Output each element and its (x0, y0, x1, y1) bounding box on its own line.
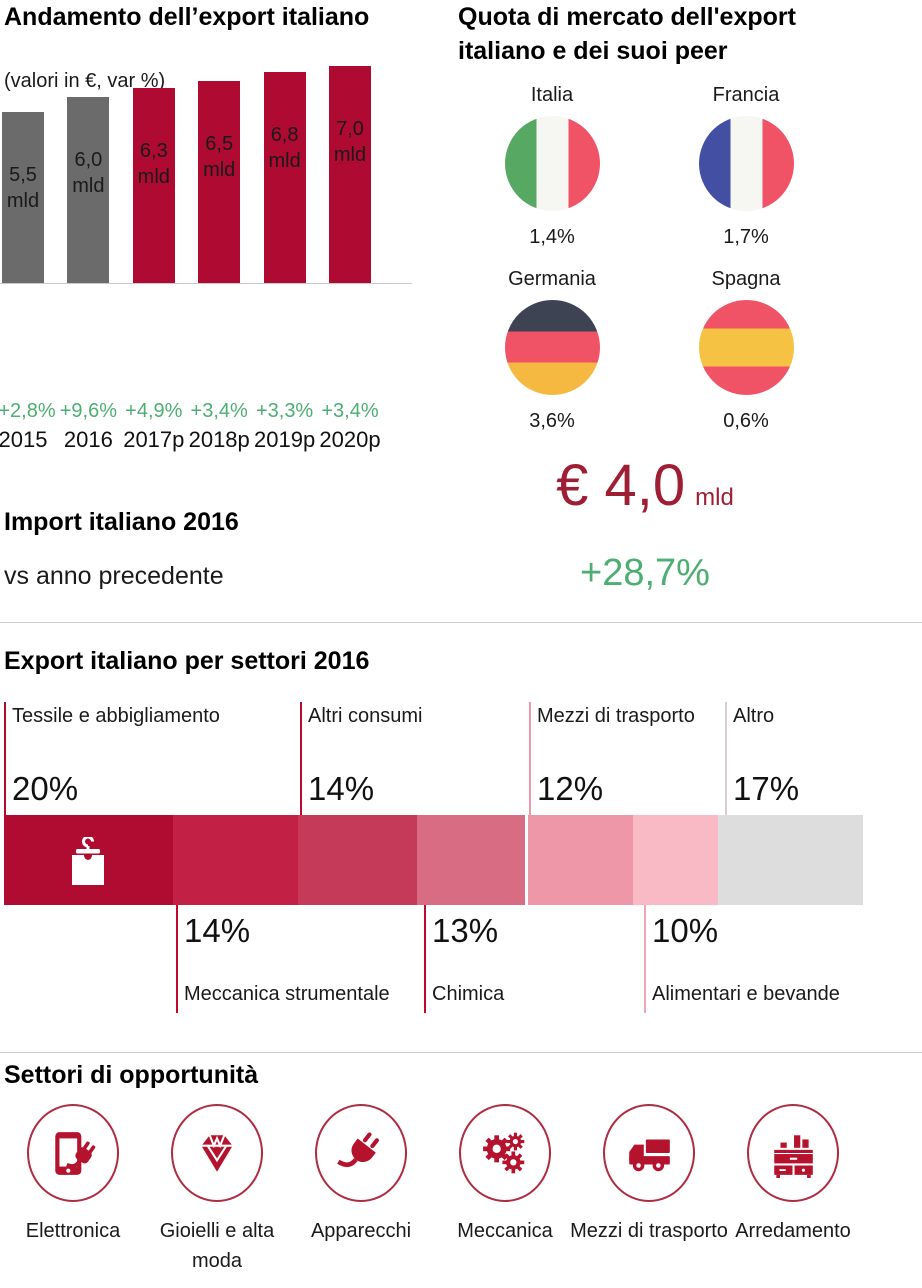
smartphone-icon (55, 1132, 96, 1175)
trend-growth-2018p: +3,4% (190, 400, 248, 422)
country-share-germania: 3,6% (529, 410, 575, 432)
opportunity-label-furniture: Arredamento (735, 1220, 851, 1242)
segment-pct: 14% (308, 770, 375, 807)
opportunity-circle-plug (315, 1104, 407, 1202)
import-label: Import italiano 2016 (4, 508, 239, 536)
segment-altri-consumi (298, 815, 417, 905)
import-growth: +28,7% (580, 552, 710, 594)
trend-bar-2018p (198, 81, 241, 283)
trend-bar-2019p (263, 72, 306, 283)
country-name-germania: Germania (508, 268, 596, 290)
segment-tick (644, 905, 646, 1013)
trend-year-2018p: 2018p (188, 427, 250, 452)
segment-meccanica-strumentale (173, 815, 298, 905)
segment-alimentari-e-bevande (633, 815, 718, 905)
trend-bar-value-2015: 5,5 mld (6, 164, 40, 212)
import-sublabel: vs anno precedente (4, 562, 224, 590)
segment-tick (424, 905, 426, 1013)
import-value-amount: € 4,0 (556, 453, 686, 518)
opportunity-label-gears: Meccanica (457, 1220, 553, 1242)
country-name-spagna: Spagna (711, 268, 781, 290)
segment-name: Altri consumi (308, 705, 423, 727)
trend-bar-value-2019p: 6,8 mld (268, 124, 301, 172)
segment-tick (529, 702, 531, 815)
segment-pct: 14% (184, 912, 251, 949)
segment-pct: 10% (652, 912, 719, 949)
trend-bar-2015 (2, 112, 44, 283)
trend-growth-2015: +2,8% (0, 400, 56, 422)
segment-tick (300, 702, 302, 815)
francia-flag-icon (699, 116, 794, 211)
segment-pct: 17% (733, 770, 800, 807)
segment-name: Altro (733, 705, 775, 727)
segment-name: Chimica (432, 983, 505, 1005)
segment-altro (718, 815, 863, 905)
country-share-italia: 1,4% (529, 226, 575, 248)
furniture-icon (774, 1135, 813, 1178)
divider-bottom (0, 1052, 922, 1053)
opportunity-circle-truck (603, 1104, 695, 1202)
country-name-italia: Italia (530, 84, 574, 106)
spagna-flag-icon (699, 300, 794, 395)
country-share-francia: 1,7% (723, 226, 769, 248)
segment-tick (176, 905, 178, 1013)
export-trend-subtitle: (valori in €, var %) (4, 70, 166, 92)
import-value: € 4,0 mld (440, 452, 850, 519)
shirt-hanger-icon (72, 835, 104, 885)
italia-flag-icon (505, 116, 600, 211)
trend-bar-2016 (67, 97, 110, 283)
opportunity-label-plug: Apparecchi (310, 1220, 412, 1242)
opportunity-circle-diamond (171, 1104, 263, 1202)
segment-mezzi-di-trasporto (528, 815, 633, 905)
import-value-unit: mld (695, 484, 734, 511)
trend-year-2020p: 2020p (319, 427, 381, 452)
trend-year-2017p: 2017p (123, 427, 185, 452)
trend-growth-2016: +9,6% (59, 400, 118, 422)
opportunity-label-truck: Mezzi di trasporto (570, 1220, 728, 1242)
segment-chimica (417, 815, 525, 905)
segment-icon-holder (66, 835, 110, 892)
opportunity-circle-furniture (747, 1104, 839, 1202)
truck-icon (629, 1139, 670, 1172)
trend-growth-2019p: +3,3% (255, 400, 314, 422)
segment-name: Mezzi di trasporto (537, 705, 695, 727)
trend-growth-2020p: +3,4% (321, 400, 379, 422)
trend-bar-value-2018p: 6,5 mld (203, 133, 236, 181)
segment-pct: 20% (12, 770, 79, 807)
divider-top (0, 622, 922, 623)
trend-bar-value-2017p: 6,3 mld (137, 140, 170, 188)
segment-tick (4, 702, 6, 815)
segment-pct: 13% (432, 912, 499, 949)
export-trend-title: Andamento dell’export italiano (4, 3, 370, 31)
trend-year-2016: 2016 (63, 427, 113, 452)
segment-name: Alimentari e bevande (652, 983, 840, 1005)
opportunity-label-diamond: Gioielli e alta moda (159, 1220, 275, 1272)
sectors-title: Export italiano per settori 2016 (4, 647, 370, 675)
segment-name: Meccanica strumentale (184, 983, 390, 1005)
segment-name: Tessile e abbigliamento (12, 705, 220, 727)
country-name-francia: Francia (712, 84, 780, 106)
trend-bar-value-2016: 6,0 mld (72, 149, 105, 197)
export-trend-bar-chart (0, 0, 412, 284)
trend-year-2019p: 2019p (254, 427, 316, 452)
market-share-title: Quota di mercato dell'export italiano e … (458, 3, 796, 65)
trend-growth-2017p: +4,9% (125, 400, 183, 422)
trend-year-2015: 2015 (0, 427, 48, 452)
trend-bar-value-2020p: 7,0 mld (333, 118, 367, 166)
germania-flag-icon (505, 300, 600, 395)
opportunity-label-smartphone: Elettronica (25, 1220, 121, 1242)
plug-icon (337, 1132, 379, 1168)
trend-bar-2017p (132, 88, 175, 283)
segment-tick (725, 702, 727, 815)
country-share-spagna: 0,6% (723, 410, 769, 432)
opportunity-circle-gears (459, 1104, 551, 1202)
trend-bar-2020p (329, 66, 371, 283)
segment-pct: 12% (537, 770, 604, 807)
opportunities-title: Settori di opportunità (4, 1061, 259, 1089)
diamond-icon (201, 1134, 233, 1172)
opportunity-circle-smartphone (27, 1104, 119, 1202)
sector-stacked-bar (4, 815, 863, 905)
gears-icon (483, 1132, 525, 1174)
